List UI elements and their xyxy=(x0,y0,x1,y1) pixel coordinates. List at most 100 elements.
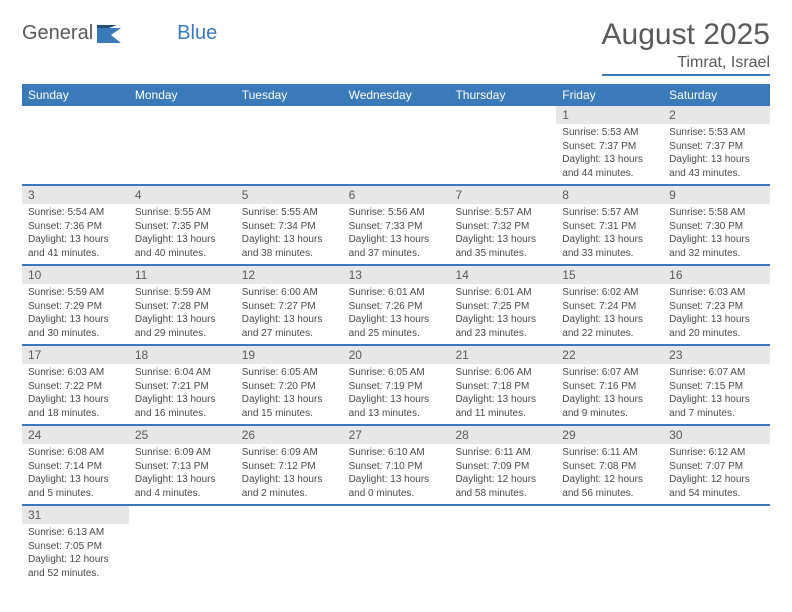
calendar-day: 21Sunrise: 6:06 AMSunset: 7:18 PMDayligh… xyxy=(449,346,556,424)
calendar-week: 31Sunrise: 6:13 AMSunset: 7:05 PMDayligh… xyxy=(22,506,770,584)
day-details: Sunrise: 6:01 AMSunset: 7:26 PMDaylight:… xyxy=(343,284,450,344)
day-details: Sunrise: 6:05 AMSunset: 7:19 PMDaylight:… xyxy=(343,364,450,424)
calendar-week: 10Sunrise: 5:59 AMSunset: 7:29 PMDayligh… xyxy=(22,266,770,346)
day-details: Sunrise: 6:00 AMSunset: 7:27 PMDaylight:… xyxy=(236,284,343,344)
day-number: 8 xyxy=(556,186,663,204)
day-details: Sunrise: 6:12 AMSunset: 7:07 PMDaylight:… xyxy=(663,444,770,504)
calendar-day-empty xyxy=(236,106,343,184)
day-details: Sunrise: 5:54 AMSunset: 7:36 PMDaylight:… xyxy=(22,204,129,264)
day-header-sat: Saturday xyxy=(663,84,770,106)
day-number: 3 xyxy=(22,186,129,204)
day-details: Sunrise: 6:03 AMSunset: 7:22 PMDaylight:… xyxy=(22,364,129,424)
day-details: Sunrise: 5:57 AMSunset: 7:32 PMDaylight:… xyxy=(449,204,556,264)
day-details: Sunrise: 5:56 AMSunset: 7:33 PMDaylight:… xyxy=(343,204,450,264)
logo-flag-icon xyxy=(97,25,123,43)
day-header-mon: Monday xyxy=(129,84,236,106)
calendar-day: 11Sunrise: 5:59 AMSunset: 7:28 PMDayligh… xyxy=(129,266,236,344)
calendar-header-row: Sunday Monday Tuesday Wednesday Thursday… xyxy=(22,84,770,106)
calendar-week: 17Sunrise: 6:03 AMSunset: 7:22 PMDayligh… xyxy=(22,346,770,426)
calendar-day: 10Sunrise: 5:59 AMSunset: 7:29 PMDayligh… xyxy=(22,266,129,344)
day-number: 28 xyxy=(449,426,556,444)
calendar-day: 7Sunrise: 5:57 AMSunset: 7:32 PMDaylight… xyxy=(449,186,556,264)
calendar-day-empty xyxy=(556,506,663,584)
calendar-day-empty xyxy=(22,106,129,184)
calendar-day-empty xyxy=(236,506,343,584)
day-header-sun: Sunday xyxy=(22,84,129,106)
day-details: Sunrise: 6:13 AMSunset: 7:05 PMDaylight:… xyxy=(22,524,129,584)
day-details: Sunrise: 6:07 AMSunset: 7:16 PMDaylight:… xyxy=(556,364,663,424)
calendar-week: 1Sunrise: 5:53 AMSunset: 7:37 PMDaylight… xyxy=(22,106,770,186)
calendar-day: 2Sunrise: 5:53 AMSunset: 7:37 PMDaylight… xyxy=(663,106,770,184)
day-number: 14 xyxy=(449,266,556,284)
title-block: August 2025 Timrat, Israel xyxy=(602,18,770,76)
calendar-day: 27Sunrise: 6:10 AMSunset: 7:10 PMDayligh… xyxy=(343,426,450,504)
day-number: 23 xyxy=(663,346,770,364)
calendar-day: 28Sunrise: 6:11 AMSunset: 7:09 PMDayligh… xyxy=(449,426,556,504)
calendar-day: 14Sunrise: 6:01 AMSunset: 7:25 PMDayligh… xyxy=(449,266,556,344)
day-details: Sunrise: 5:59 AMSunset: 7:28 PMDaylight:… xyxy=(129,284,236,344)
day-number: 26 xyxy=(236,426,343,444)
day-number: 16 xyxy=(663,266,770,284)
calendar-day: 4Sunrise: 5:55 AMSunset: 7:35 PMDaylight… xyxy=(129,186,236,264)
day-number: 7 xyxy=(449,186,556,204)
calendar-page: General Blue August 2025 Timrat, Israel … xyxy=(0,0,792,584)
day-details: Sunrise: 5:53 AMSunset: 7:37 PMDaylight:… xyxy=(663,124,770,184)
day-details: Sunrise: 6:10 AMSunset: 7:10 PMDaylight:… xyxy=(343,444,450,504)
calendar-day: 17Sunrise: 6:03 AMSunset: 7:22 PMDayligh… xyxy=(22,346,129,424)
day-number: 19 xyxy=(236,346,343,364)
day-details: Sunrise: 6:07 AMSunset: 7:15 PMDaylight:… xyxy=(663,364,770,424)
logo-text-1: General xyxy=(22,22,93,45)
day-number: 11 xyxy=(129,266,236,284)
day-details: Sunrise: 5:55 AMSunset: 7:35 PMDaylight:… xyxy=(129,204,236,264)
day-header-wed: Wednesday xyxy=(343,84,450,106)
calendar-day: 25Sunrise: 6:09 AMSunset: 7:13 PMDayligh… xyxy=(129,426,236,504)
day-number: 18 xyxy=(129,346,236,364)
calendar-day: 24Sunrise: 6:08 AMSunset: 7:14 PMDayligh… xyxy=(22,426,129,504)
calendar-day: 31Sunrise: 6:13 AMSunset: 7:05 PMDayligh… xyxy=(22,506,129,584)
day-details: Sunrise: 6:05 AMSunset: 7:20 PMDaylight:… xyxy=(236,364,343,424)
calendar-day: 9Sunrise: 5:58 AMSunset: 7:30 PMDaylight… xyxy=(663,186,770,264)
day-details: Sunrise: 6:09 AMSunset: 7:13 PMDaylight:… xyxy=(129,444,236,504)
day-details: Sunrise: 5:53 AMSunset: 7:37 PMDaylight:… xyxy=(556,124,663,184)
day-number: 21 xyxy=(449,346,556,364)
calendar-day: 26Sunrise: 6:09 AMSunset: 7:12 PMDayligh… xyxy=(236,426,343,504)
calendar-day: 1Sunrise: 5:53 AMSunset: 7:37 PMDaylight… xyxy=(556,106,663,184)
month-title: August 2025 xyxy=(602,18,770,52)
day-details: Sunrise: 5:58 AMSunset: 7:30 PMDaylight:… xyxy=(663,204,770,264)
day-header-tue: Tuesday xyxy=(236,84,343,106)
day-number: 29 xyxy=(556,426,663,444)
day-details: Sunrise: 6:01 AMSunset: 7:25 PMDaylight:… xyxy=(449,284,556,344)
calendar-day-empty xyxy=(343,106,450,184)
calendar-day: 29Sunrise: 6:11 AMSunset: 7:08 PMDayligh… xyxy=(556,426,663,504)
calendar-day-empty xyxy=(449,106,556,184)
day-number: 31 xyxy=(22,506,129,524)
day-header-fri: Friday xyxy=(556,84,663,106)
day-details: Sunrise: 5:55 AMSunset: 7:34 PMDaylight:… xyxy=(236,204,343,264)
calendar-day: 20Sunrise: 6:05 AMSunset: 7:19 PMDayligh… xyxy=(343,346,450,424)
day-number: 30 xyxy=(663,426,770,444)
day-number: 25 xyxy=(129,426,236,444)
day-details: Sunrise: 6:04 AMSunset: 7:21 PMDaylight:… xyxy=(129,364,236,424)
day-details: Sunrise: 6:03 AMSunset: 7:23 PMDaylight:… xyxy=(663,284,770,344)
calendar-week: 3Sunrise: 5:54 AMSunset: 7:36 PMDaylight… xyxy=(22,186,770,266)
calendar-day-empty xyxy=(449,506,556,584)
calendar-day: 12Sunrise: 6:00 AMSunset: 7:27 PMDayligh… xyxy=(236,266,343,344)
calendar-day-empty xyxy=(129,506,236,584)
day-number: 5 xyxy=(236,186,343,204)
day-details: Sunrise: 6:11 AMSunset: 7:09 PMDaylight:… xyxy=(449,444,556,504)
calendar-day: 18Sunrise: 6:04 AMSunset: 7:21 PMDayligh… xyxy=(129,346,236,424)
calendar-body: 1Sunrise: 5:53 AMSunset: 7:37 PMDaylight… xyxy=(22,106,770,584)
day-number: 20 xyxy=(343,346,450,364)
calendar-day: 19Sunrise: 6:05 AMSunset: 7:20 PMDayligh… xyxy=(236,346,343,424)
calendar-day: 3Sunrise: 5:54 AMSunset: 7:36 PMDaylight… xyxy=(22,186,129,264)
calendar-day: 22Sunrise: 6:07 AMSunset: 7:16 PMDayligh… xyxy=(556,346,663,424)
day-number: 10 xyxy=(22,266,129,284)
calendar-day: 5Sunrise: 5:55 AMSunset: 7:34 PMDaylight… xyxy=(236,186,343,264)
header: General Blue August 2025 Timrat, Israel xyxy=(22,18,770,76)
day-number: 15 xyxy=(556,266,663,284)
day-number: 24 xyxy=(22,426,129,444)
day-details: Sunrise: 5:57 AMSunset: 7:31 PMDaylight:… xyxy=(556,204,663,264)
day-number: 17 xyxy=(22,346,129,364)
calendar-day: 13Sunrise: 6:01 AMSunset: 7:26 PMDayligh… xyxy=(343,266,450,344)
day-details: Sunrise: 6:11 AMSunset: 7:08 PMDaylight:… xyxy=(556,444,663,504)
